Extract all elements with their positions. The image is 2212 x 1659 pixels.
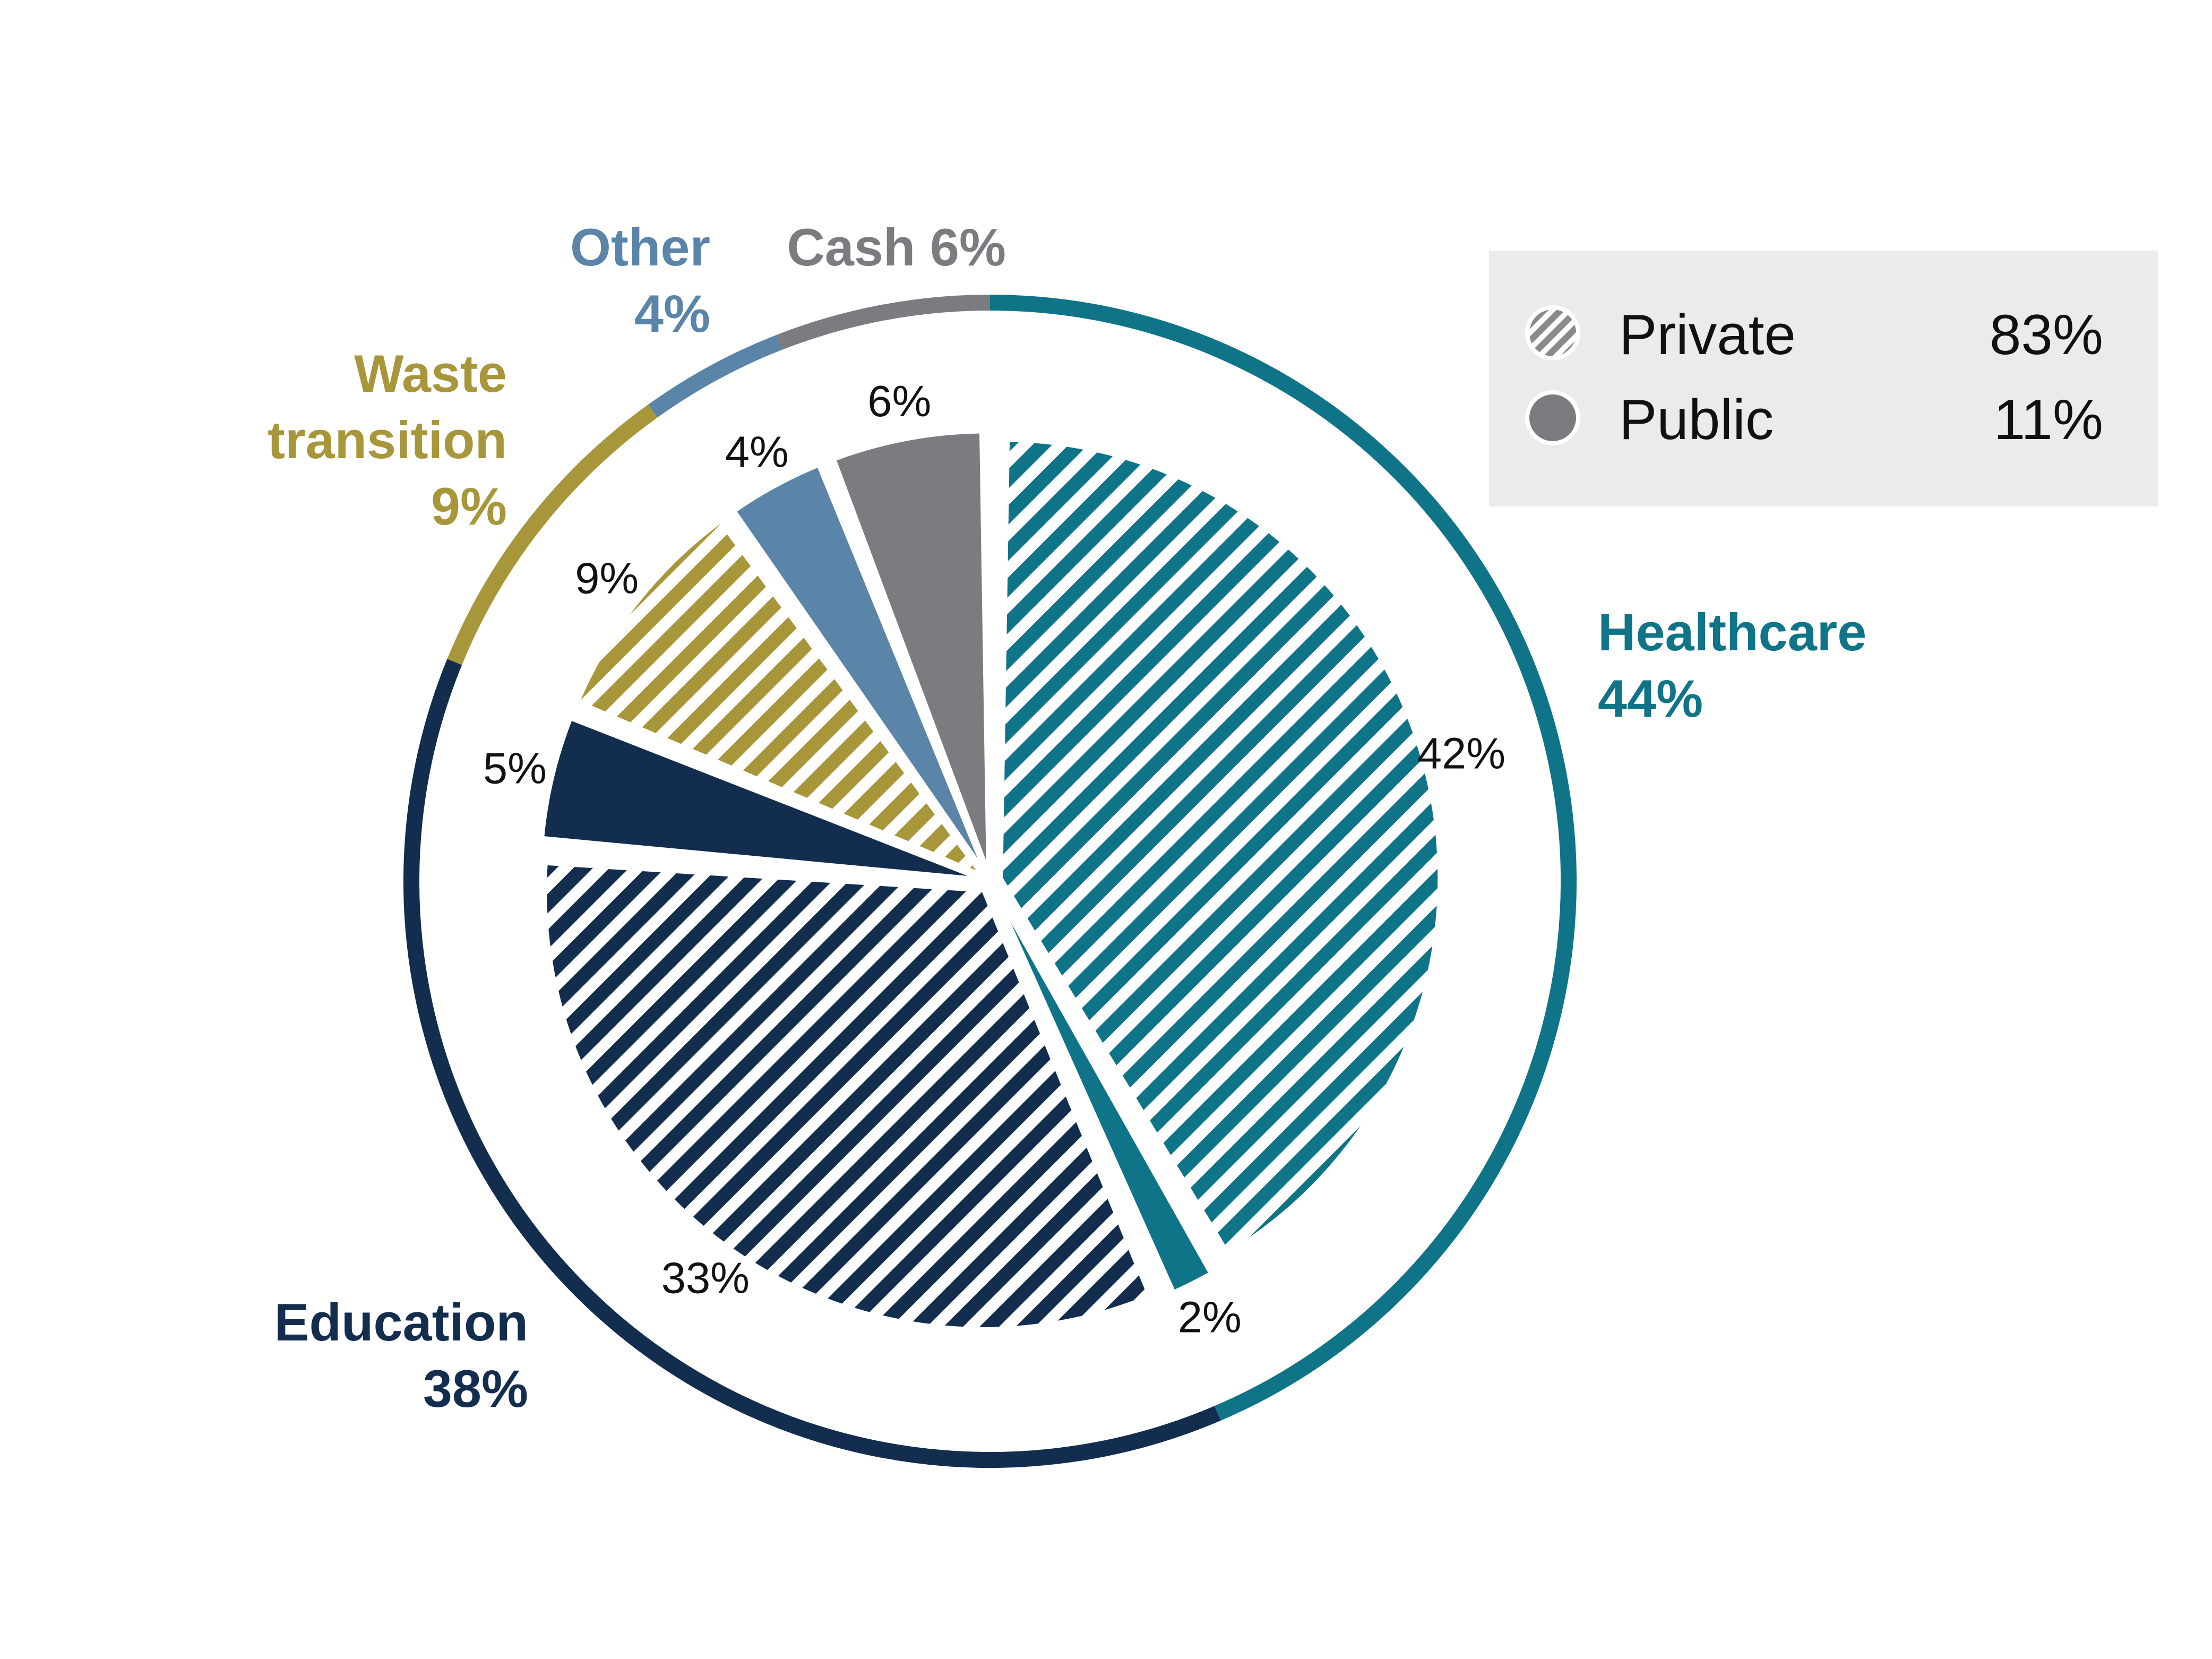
ring-arc-healthcare <box>989 295 1577 1421</box>
segment-label-line: Cash 6% <box>787 218 1006 277</box>
segment-label-line: 44% <box>1598 669 1703 728</box>
slice-label-healthcare-private: 42% <box>1417 729 1505 778</box>
legend-name-public: Public <box>1619 388 1774 451</box>
ring-arc-cash <box>776 295 991 350</box>
segment-label-line: Healthcare <box>1598 603 1866 661</box>
segment-label-line: 9% <box>431 477 507 536</box>
legend-swatch-public <box>1525 390 1580 445</box>
segment-label-healthcare: Healthcare 44% <box>1598 603 1866 728</box>
legend-value-public: 11% <box>1994 388 2103 451</box>
segment-label-line: Education <box>274 1293 528 1352</box>
legend-value-private: 83% <box>1990 303 2103 366</box>
segment-label-waste: Waste transition 9% <box>268 344 507 536</box>
slice-waste-transition-private <box>576 520 986 878</box>
pie-slices <box>540 430 1441 1330</box>
segment-label-line: transition <box>268 410 507 469</box>
slice-education-private <box>544 862 1151 1330</box>
segment-label-education: Education 38% <box>274 1293 528 1418</box>
legend-name-private: Private <box>1619 303 1796 366</box>
segment-label-line: 4% <box>634 284 710 343</box>
segment-labels: Healthcare 44% Education 38% Waste transition… <box>268 218 1866 1418</box>
slice-education-public <box>540 717 979 880</box>
segment-label-line: Other <box>570 218 710 277</box>
ring-arc-education <box>403 659 1221 1468</box>
slice-label-healthcare-public: 2% <box>1178 1293 1242 1342</box>
segment-label-cash-6-: Cash 6% <box>787 218 1006 277</box>
segment-label-line: 38% <box>423 1359 528 1418</box>
slice-label-cash-public: 6% <box>867 376 931 426</box>
legend: Private 83% Public 11% <box>1489 251 2158 506</box>
ring-arc-waste-transition <box>447 405 658 665</box>
slice-label-education-public: 5% <box>483 743 547 793</box>
segment-label-line: Waste <box>354 344 507 403</box>
slice-label-education-private: 33% <box>661 1253 750 1303</box>
outer-ring <box>403 295 1577 1468</box>
segment-label-other: Other 4% <box>570 218 710 343</box>
slice-label-waste-transition-private: 9% <box>575 554 639 603</box>
slice-healthcare-public <box>994 891 1212 1294</box>
legend-box <box>1489 251 2158 506</box>
slice-healthcare-private <box>1000 439 1441 1256</box>
legend-swatch-private <box>1525 305 1580 360</box>
ring-arc-other <box>648 335 782 418</box>
slice-percent-labels: 42% 2% 33% 5% 9% 4% 6% <box>483 376 1505 1342</box>
slice-cash-public <box>832 430 989 871</box>
slice-other-public <box>733 463 986 872</box>
slice-label-other-public: 4% <box>725 427 789 477</box>
